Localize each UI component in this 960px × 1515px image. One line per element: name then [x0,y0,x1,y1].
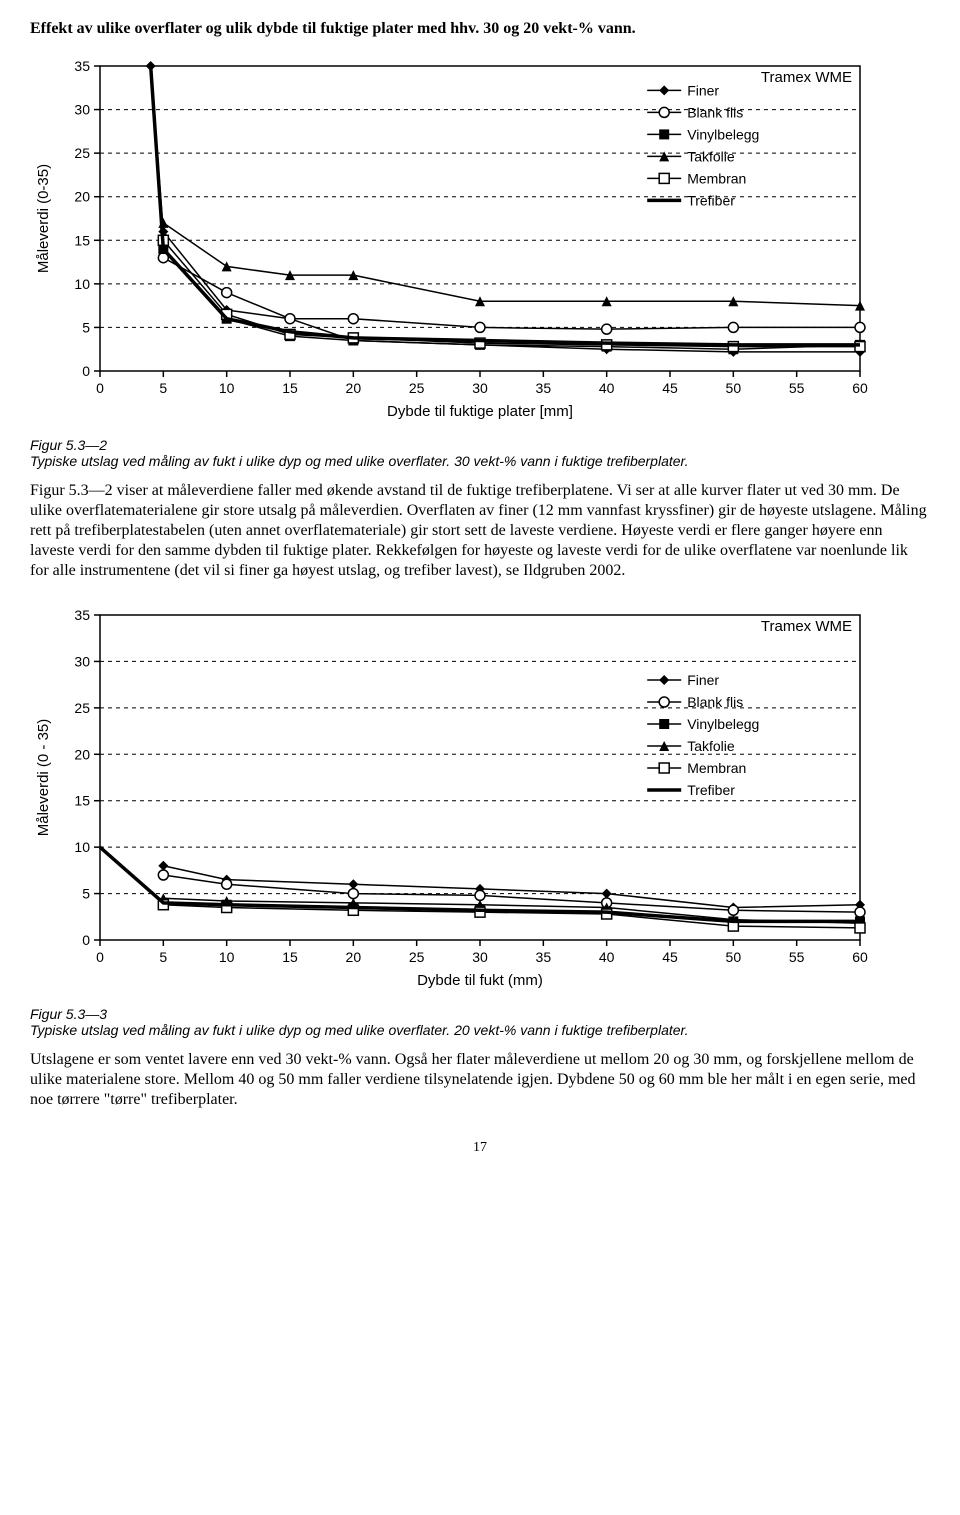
svg-text:30: 30 [74,102,90,118]
chart-2-caption-text: Typiske utslag ved måling av fukt i ulik… [30,1022,689,1038]
svg-text:Dybde til fukt (mm): Dybde til fukt (mm) [417,972,543,989]
svg-text:5: 5 [159,949,167,965]
svg-text:Blank flis: Blank flis [687,104,743,120]
svg-text:Takfolie: Takfolie [687,738,735,754]
svg-text:Dybde til fuktige plater [mm]: Dybde til fuktige plater [mm] [387,403,573,420]
svg-text:35: 35 [74,58,90,74]
page-title: Effekt av ulike overflater og ulik dybde… [30,20,930,38]
svg-text:5: 5 [159,380,167,396]
svg-text:Finer: Finer [687,82,719,98]
svg-text:20: 20 [74,189,90,205]
svg-text:20: 20 [74,746,90,762]
svg-text:0: 0 [82,363,90,379]
chart-1: 0 5 10 15 20 25 30 35 40 45 50 55 60 0 5 10 15 20 25 30 35 Dy… [30,46,870,431]
svg-text:Måleverdi (0 - 35): Måleverdi (0 - 35) [35,719,52,837]
svg-text:Membran: Membran [687,760,746,776]
chart-1-caption-text: Typiske utslag ved måling av fukt i ulik… [30,453,689,469]
svg-text:0: 0 [96,380,104,396]
svg-text:Vinylbelegg: Vinylbelegg [687,716,759,732]
svg-text:5: 5 [82,886,90,902]
svg-text:15: 15 [74,793,90,809]
svg-text:Takfolie: Takfolie [687,148,735,164]
svg-text:25: 25 [409,949,425,965]
paragraph-2: Utslagene er som ventet lavere enn ved 3… [30,1050,930,1110]
svg-text:55: 55 [789,380,805,396]
svg-text:30: 30 [472,949,488,965]
svg-text:Trefiber: Trefiber [687,782,735,798]
svg-text:Membran: Membran [687,170,746,186]
svg-text:15: 15 [282,380,298,396]
svg-text:10: 10 [74,839,90,855]
svg-text:60: 60 [852,949,868,965]
svg-text:10: 10 [219,949,235,965]
svg-text:60: 60 [852,380,868,396]
svg-text:50: 50 [726,949,742,965]
svg-text:25: 25 [74,700,90,716]
svg-text:Vinylbelegg: Vinylbelegg [687,126,759,142]
svg-text:15: 15 [74,232,90,248]
svg-text:35: 35 [536,949,552,965]
svg-text:5: 5 [82,319,90,335]
svg-text:50: 50 [726,380,742,396]
svg-text:Blank flis: Blank flis [687,694,743,710]
svg-text:20: 20 [346,380,362,396]
svg-text:30: 30 [472,380,488,396]
svg-text:45: 45 [662,949,678,965]
chart-2-caption: Figur 5.3—3 Typiske utslag ved måling av… [30,1006,930,1038]
svg-text:Finer: Finer [687,672,719,688]
chart-1-caption: Figur 5.3—2 Typiske utslag ved måling av… [30,437,930,469]
svg-text:0: 0 [96,949,104,965]
svg-text:40: 40 [599,949,615,965]
svg-text:35: 35 [74,607,90,623]
svg-text:25: 25 [74,145,90,161]
svg-text:Tramex WME: Tramex WME [761,69,852,86]
svg-text:15: 15 [282,949,298,965]
svg-text:25: 25 [409,380,425,396]
chart-2-caption-label: Figur 5.3—3 [30,1006,930,1022]
svg-text:Tramex WME: Tramex WME [761,618,852,635]
svg-text:55: 55 [789,949,805,965]
svg-text:35: 35 [536,380,552,396]
svg-text:10: 10 [219,380,235,396]
svg-text:Måleverdi (0-35): Måleverdi (0-35) [35,164,52,273]
svg-text:40: 40 [599,380,615,396]
svg-text:0: 0 [82,932,90,948]
svg-text:30: 30 [74,653,90,669]
svg-text:Trefiber: Trefiber [687,192,735,208]
page-number: 17 [30,1140,930,1156]
chart-2: 0 5 10 15 20 25 30 35 40 45 50 55 60 0 5 10 15 20 25 30 35 Dy… [30,595,870,1000]
paragraph-1: Figur 5.3—2 viser at måleverdiene faller… [30,481,930,581]
svg-text:20: 20 [346,949,362,965]
chart-1-caption-label: Figur 5.3—2 [30,437,930,453]
svg-text:10: 10 [74,276,90,292]
svg-text:45: 45 [662,380,678,396]
